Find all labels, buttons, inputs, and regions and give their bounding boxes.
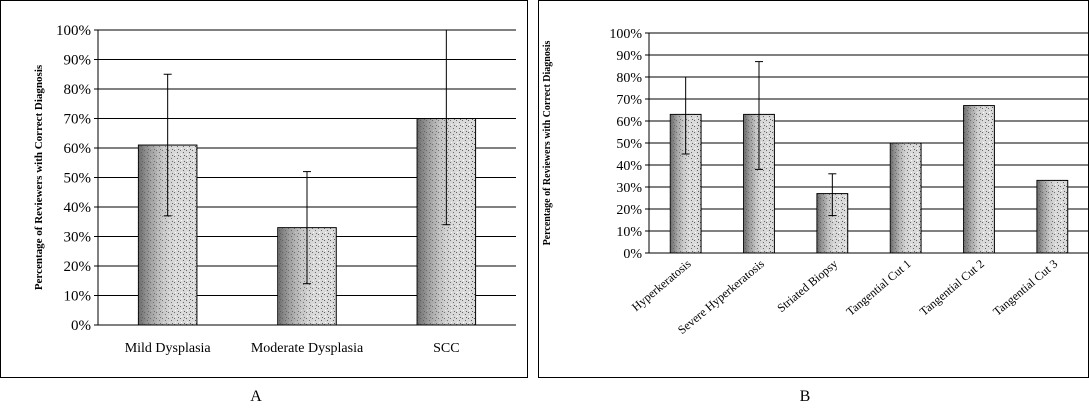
chart-a-ytick-label: 20% <box>64 259 92 275</box>
chart-a-frame <box>0 0 528 378</box>
chart-b-ytick-label: 100% <box>609 27 642 42</box>
chart-b-ytick-label: 60% <box>616 115 642 130</box>
chart-a-category-label: SCC <box>433 341 459 356</box>
panel-label-a: A <box>250 388 262 405</box>
chart-b-svg: 0% 10% 20% 30% 40% 50% 60% 70% 80% 90% 100% Percent… <box>538 0 1089 378</box>
chart-a-ytick-label: 10% <box>64 289 92 305</box>
chart-b-y-axis-label: Percentage of Reviewers with Correct Dia… <box>542 40 553 245</box>
chart-a-ytick-label: 60% <box>64 141 92 157</box>
chart-a-ytick-label: 30% <box>64 230 92 246</box>
chart-b-category-label: Tangential Cut 1 <box>843 257 913 319</box>
chart-b-ytick-label: 0% <box>623 247 642 262</box>
chart-b-ytick-label: 20% <box>616 203 642 218</box>
chart-b-ytick-label: 50% <box>616 137 642 152</box>
chart-b-ytick-label: 80% <box>616 71 642 86</box>
chart-b-ytick-label: 90% <box>616 49 642 64</box>
chart-a-y-axis-label: Percentage of Reviewers with Correct Dia… <box>33 64 45 290</box>
chart-b-category-label: Hyperkeratosis <box>629 256 694 314</box>
chart-b-category-label: Striated Biopsy <box>774 257 840 316</box>
chart-b-category-label: Tangential Cut 2 <box>917 257 987 319</box>
chart-b-category-label: Tangential Cut 3 <box>990 257 1060 319</box>
chart-a-ytick-label: 40% <box>64 200 92 216</box>
chart-b-ytick-label: 30% <box>616 181 642 196</box>
chart-a-ytick-label: 100% <box>56 23 91 39</box>
chart-a-category-label: Moderate Dysplasia <box>251 341 364 356</box>
chart-a: 0% 10% 20% 30% 40% 50% 60% 70% 80% 90% 100% Percent… <box>0 0 528 378</box>
chart-b-bar-shade <box>964 106 994 253</box>
chart-a-ytick-label: 0% <box>71 318 91 334</box>
chart-a-svg: 0% 10% 20% 30% 40% 50% 60% 70% 80% 90% 100% Percent… <box>0 0 528 378</box>
chart-b-ytick-label: 70% <box>616 93 642 108</box>
chart-a-ytick-label: 50% <box>64 171 92 187</box>
chart-b: 0% 10% 20% 30% 40% 50% 60% 70% 80% 90% 100% Percent… <box>538 0 1089 378</box>
chart-a-ytick-label: 80% <box>64 82 92 98</box>
chart-a-ytick-label: 70% <box>64 112 92 128</box>
chart-a-ytick-label: 90% <box>64 53 92 69</box>
chart-a-category-label: Mild Dysplasia <box>125 341 212 356</box>
chart-b-bar-shade <box>890 143 921 253</box>
chart-b-ytick-label: 40% <box>616 159 642 174</box>
panel-label-b: B <box>799 388 811 405</box>
chart-b-ytick-label: 10% <box>616 225 642 240</box>
chart-b-bar-shade <box>1037 180 1068 253</box>
